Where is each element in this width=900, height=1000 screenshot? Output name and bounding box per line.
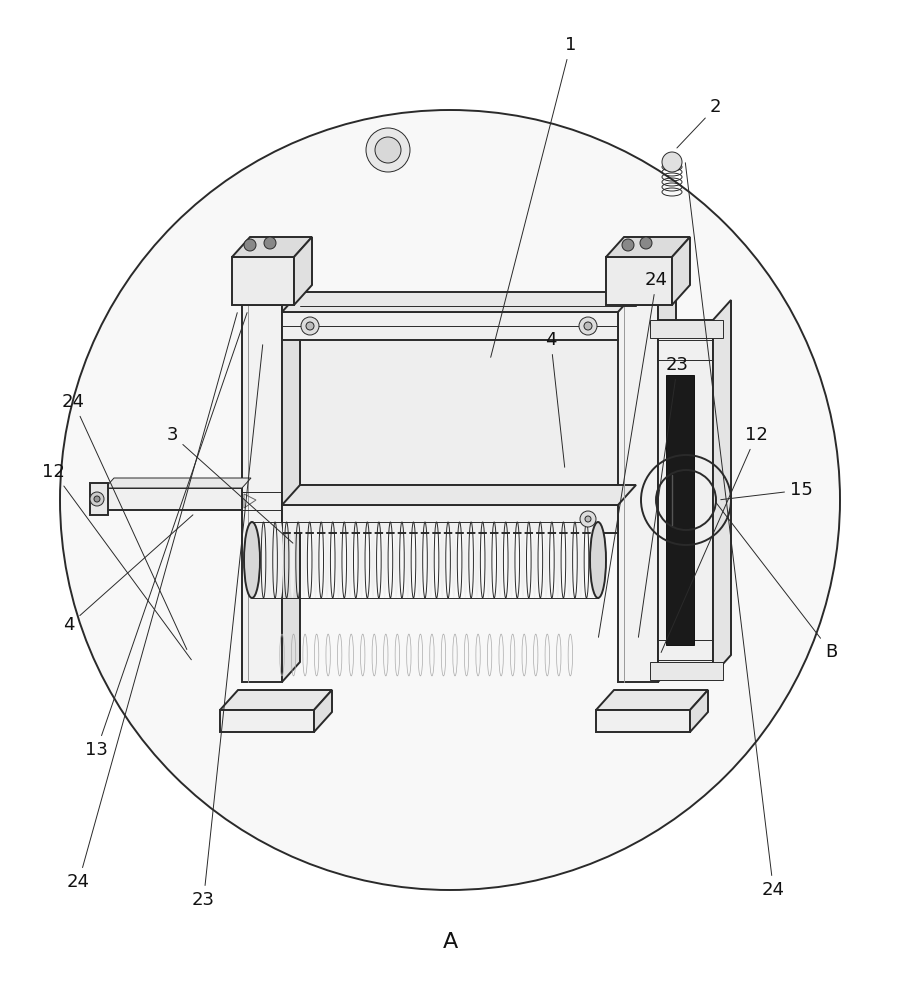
Text: 24: 24	[62, 393, 187, 649]
Ellipse shape	[474, 522, 479, 598]
Polygon shape	[658, 320, 713, 675]
Ellipse shape	[325, 522, 329, 598]
Text: 13: 13	[86, 313, 248, 759]
Circle shape	[264, 237, 276, 249]
Text: 12: 12	[42, 463, 192, 660]
Polygon shape	[650, 320, 723, 338]
Circle shape	[90, 492, 104, 506]
Polygon shape	[90, 483, 108, 515]
Ellipse shape	[579, 522, 583, 598]
Polygon shape	[282, 285, 300, 682]
Text: 2: 2	[677, 98, 722, 148]
Ellipse shape	[486, 522, 491, 598]
Circle shape	[244, 239, 256, 251]
Polygon shape	[606, 257, 672, 305]
Ellipse shape	[521, 522, 526, 598]
Ellipse shape	[279, 522, 283, 598]
Ellipse shape	[452, 522, 456, 598]
Ellipse shape	[290, 522, 294, 598]
Polygon shape	[282, 485, 636, 505]
Ellipse shape	[590, 522, 606, 598]
Text: 24: 24	[598, 271, 668, 637]
Polygon shape	[596, 710, 690, 732]
Ellipse shape	[406, 522, 410, 598]
Polygon shape	[105, 488, 242, 510]
Text: A: A	[443, 932, 457, 952]
Ellipse shape	[428, 522, 433, 598]
Ellipse shape	[267, 522, 272, 598]
Ellipse shape	[533, 522, 536, 598]
Text: 12: 12	[662, 426, 768, 652]
Circle shape	[306, 322, 314, 330]
Text: 1: 1	[491, 36, 576, 357]
Text: 15: 15	[721, 481, 813, 500]
Ellipse shape	[337, 522, 341, 598]
Ellipse shape	[371, 522, 375, 598]
Ellipse shape	[302, 522, 306, 598]
Text: 4: 4	[64, 515, 193, 634]
Ellipse shape	[244, 522, 260, 598]
Ellipse shape	[347, 522, 352, 598]
Text: B: B	[716, 502, 837, 661]
Polygon shape	[713, 300, 731, 675]
Text: 23: 23	[192, 345, 263, 909]
Circle shape	[580, 511, 596, 527]
Circle shape	[375, 137, 401, 163]
Circle shape	[640, 237, 652, 249]
Polygon shape	[596, 690, 708, 710]
Ellipse shape	[359, 522, 364, 598]
Polygon shape	[220, 710, 314, 732]
Polygon shape	[658, 285, 676, 682]
Ellipse shape	[417, 522, 421, 598]
Polygon shape	[690, 690, 708, 732]
Text: 23: 23	[638, 356, 689, 637]
Circle shape	[94, 496, 100, 502]
Polygon shape	[314, 690, 332, 732]
Text: 4: 4	[545, 331, 564, 467]
Bar	[666, 375, 694, 645]
Polygon shape	[300, 292, 636, 485]
Ellipse shape	[464, 522, 468, 598]
Polygon shape	[220, 690, 332, 710]
Circle shape	[366, 128, 410, 172]
Circle shape	[585, 516, 591, 522]
Ellipse shape	[555, 522, 560, 598]
Text: 3: 3	[166, 426, 292, 543]
Ellipse shape	[498, 522, 502, 598]
Circle shape	[622, 239, 634, 251]
Circle shape	[60, 110, 840, 890]
Polygon shape	[242, 305, 282, 682]
Polygon shape	[606, 237, 690, 257]
Polygon shape	[282, 505, 618, 533]
Ellipse shape	[567, 522, 572, 598]
Circle shape	[301, 317, 319, 335]
Circle shape	[662, 152, 682, 172]
Ellipse shape	[509, 522, 514, 598]
Text: 24: 24	[67, 313, 238, 891]
Polygon shape	[294, 237, 312, 305]
Polygon shape	[232, 237, 312, 257]
Ellipse shape	[382, 522, 387, 598]
Ellipse shape	[590, 522, 594, 598]
Circle shape	[579, 317, 597, 335]
Polygon shape	[672, 237, 690, 305]
Ellipse shape	[440, 522, 445, 598]
Circle shape	[584, 322, 592, 330]
Polygon shape	[282, 485, 636, 505]
Polygon shape	[650, 662, 723, 680]
Ellipse shape	[544, 522, 548, 598]
Ellipse shape	[394, 522, 399, 598]
Polygon shape	[105, 478, 251, 488]
Polygon shape	[232, 257, 294, 305]
Ellipse shape	[313, 522, 318, 598]
Polygon shape	[282, 312, 618, 340]
Ellipse shape	[256, 522, 260, 598]
Text: 24: 24	[685, 163, 785, 899]
Polygon shape	[618, 305, 658, 682]
Polygon shape	[282, 292, 636, 312]
